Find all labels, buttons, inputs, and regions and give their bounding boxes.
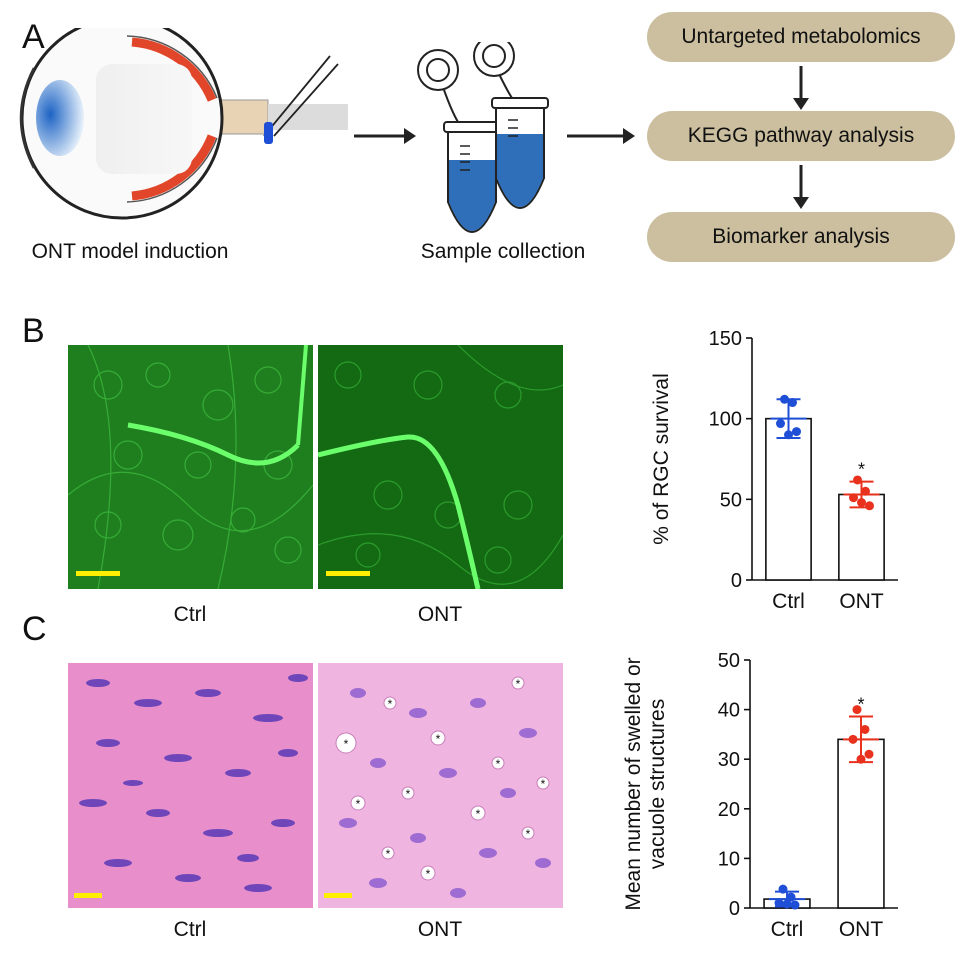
data-point	[848, 734, 858, 744]
panel-label-c: C	[22, 610, 47, 648]
image-label-ont: ONT	[417, 603, 463, 626]
data-point	[860, 724, 870, 734]
data-point	[790, 900, 800, 910]
vacuole-marker: *	[388, 697, 393, 711]
data-point	[852, 705, 862, 715]
workflow-step-kegg: KEGG pathway analysis	[647, 111, 955, 161]
workflow-step-metabolomics: Untargeted metabolomics	[647, 12, 955, 62]
y-axis-label: vacuole structures	[646, 699, 669, 869]
vacuole-marker: *	[436, 732, 441, 746]
scale-bar	[324, 893, 352, 898]
scale-bar	[74, 893, 102, 898]
image-label-ont: ONT	[417, 918, 463, 941]
data-point	[782, 899, 792, 909]
bar-chart-rgc-survival: 0 50 100 150 % of RGC survival Ctrl ONT *	[650, 328, 898, 613]
vacuole-marker: *	[476, 807, 481, 821]
data-point	[792, 427, 801, 437]
arrow-right-icon	[567, 128, 635, 144]
image-label-ctrl: Ctrl	[173, 603, 207, 626]
arrow-right-icon	[354, 128, 416, 144]
y-tick-label: 30	[718, 749, 740, 771]
vacuole-marker: *	[386, 847, 391, 861]
y-tick-label: 40	[718, 700, 740, 722]
data-point	[776, 419, 785, 429]
workflow-step-biomarker: Biomarker analysis	[647, 212, 955, 262]
x-tick-label: ONT	[839, 590, 884, 613]
scale-bar	[326, 571, 370, 576]
x-tick-label: Ctrl	[772, 590, 805, 613]
y-tick-label: 50	[720, 489, 742, 511]
vacuole-marker: *	[526, 827, 531, 841]
data-point	[861, 486, 870, 496]
y-tick-label: 10	[718, 848, 740, 870]
scale-bar	[76, 571, 120, 576]
bar-chart-swelled-structures: 0 10 20 30 40 50 Mean number of swelled or vacu…	[622, 650, 898, 941]
vacuole-marker: *	[541, 777, 546, 791]
y-tick-label: 0	[729, 898, 740, 920]
data-point	[865, 501, 874, 511]
x-tick-label: Ctrl	[771, 918, 804, 941]
y-tick-label: 50	[718, 650, 740, 672]
vacuole-marker: *	[344, 737, 349, 751]
data-point	[784, 430, 793, 440]
significance-marker: *	[858, 460, 865, 480]
micrograph-rgc-ctrl	[68, 345, 313, 589]
arrow-down-icon	[793, 165, 809, 209]
significance-marker: *	[857, 695, 864, 715]
step-caption-sample-collection: Sample collection	[420, 240, 586, 263]
eye-schematic-illustration	[19, 28, 348, 220]
y-axis-label: Mean number of swelled or	[622, 657, 645, 910]
vacuole-marker: *	[426, 867, 431, 881]
bar-ctrl	[765, 417, 812, 581]
bar-ont	[837, 738, 885, 909]
vacuole-marker: *	[516, 677, 521, 691]
x-tick-label: ONT	[839, 918, 884, 941]
y-tick-label: 150	[709, 328, 742, 350]
y-tick-label: 100	[709, 409, 742, 431]
data-point	[786, 892, 796, 902]
y-axis-label: % of RGC survival	[650, 373, 673, 545]
data-point	[780, 394, 789, 404]
vacuole-marker: *	[406, 787, 411, 801]
vacuole-marker: *	[496, 757, 501, 771]
data-point	[774, 898, 784, 908]
histology-ctrl	[68, 663, 313, 908]
data-point	[788, 398, 797, 408]
data-point	[778, 884, 788, 894]
data-point	[864, 749, 874, 759]
sample-tubes-illustration	[417, 42, 549, 233]
micrograph-rgc-ont	[318, 345, 563, 589]
arrow-down-icon	[793, 66, 809, 110]
histology-ont: * * * * * * * * * * * *	[318, 663, 563, 908]
panel-label-a: A	[22, 18, 45, 56]
step-caption-ont-model: ONT model induction	[31, 240, 229, 263]
data-point	[856, 754, 866, 764]
data-point	[849, 493, 858, 503]
image-label-ctrl: Ctrl	[173, 918, 207, 941]
vacuole-marker: *	[356, 797, 361, 811]
data-point	[857, 498, 866, 508]
y-tick-label: 20	[718, 799, 740, 821]
y-tick-label: 0	[731, 570, 742, 592]
data-point	[853, 475, 862, 485]
panel-label-b: B	[22, 312, 45, 350]
